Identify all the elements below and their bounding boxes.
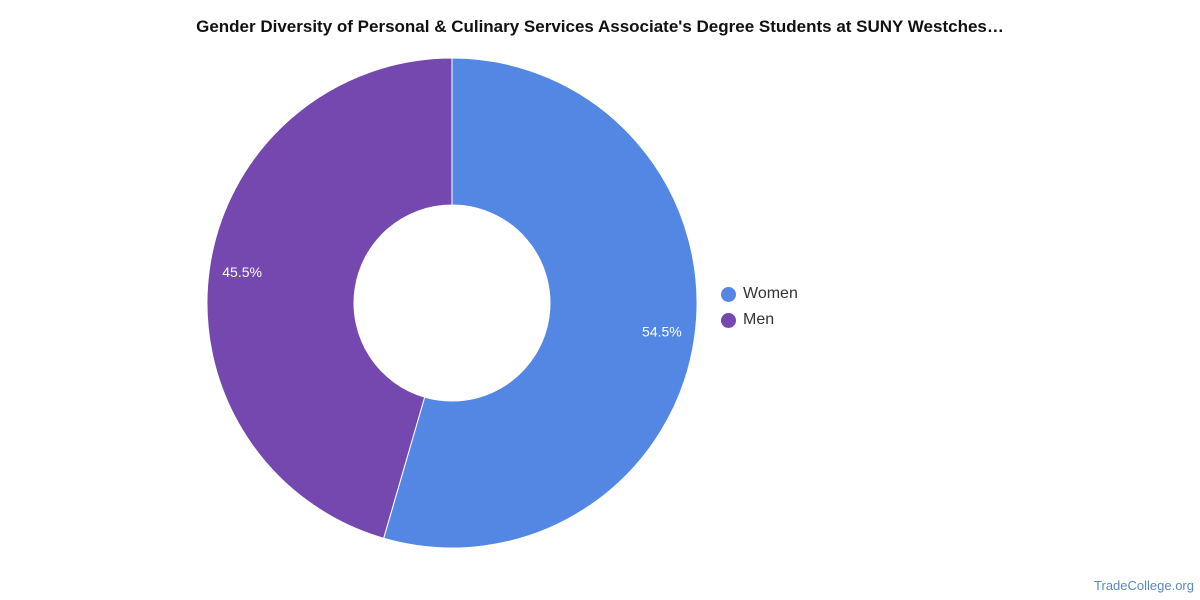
slice-label-men: 45.5%: [222, 264, 262, 280]
slice-label-women: 54.5%: [642, 324, 682, 340]
legend-label-men: Men: [743, 311, 775, 328]
legend-item-women[interactable]: Women: [721, 281, 798, 307]
slice-men[interactable]: [206, 57, 453, 539]
legend-label-women: Women: [743, 285, 798, 302]
source-credit[interactable]: TradeCollege.org: [1094, 578, 1194, 593]
slice-women[interactable]: [383, 57, 698, 549]
legend-item-men[interactable]: Men: [721, 307, 798, 333]
chart-title: Gender Diversity of Personal & Culinary …: [196, 17, 1004, 36]
legend-swatch-women: [721, 286, 736, 302]
chart-legend: Women Men: [721, 281, 798, 333]
legend-swatch-men: [721, 312, 736, 328]
